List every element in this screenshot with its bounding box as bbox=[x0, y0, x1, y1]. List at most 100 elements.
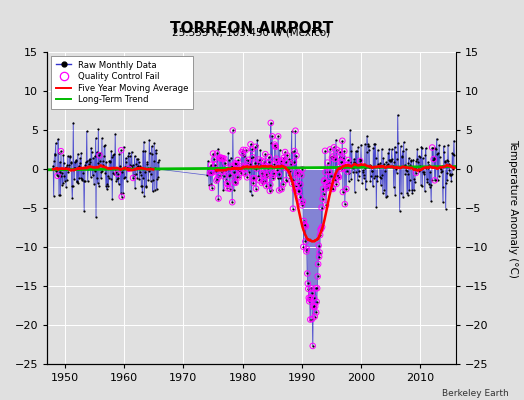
Point bbox=[304, 295, 313, 301]
Point bbox=[303, 270, 311, 277]
Point bbox=[215, 166, 224, 172]
Point bbox=[117, 147, 125, 154]
Point bbox=[124, 153, 132, 159]
Point bbox=[292, 152, 301, 159]
Point bbox=[211, 161, 219, 168]
Point bbox=[281, 158, 290, 165]
Point bbox=[68, 195, 77, 201]
Point bbox=[294, 180, 302, 186]
Point bbox=[288, 149, 297, 155]
Point bbox=[356, 157, 365, 164]
Point bbox=[55, 192, 63, 198]
Point bbox=[304, 286, 312, 292]
Point bbox=[335, 164, 344, 170]
Point bbox=[75, 160, 84, 167]
Point bbox=[155, 166, 163, 172]
Point bbox=[89, 155, 97, 161]
Point bbox=[73, 177, 81, 184]
Point bbox=[270, 161, 278, 168]
Point bbox=[389, 184, 398, 191]
Point bbox=[373, 178, 381, 184]
Point bbox=[322, 182, 331, 188]
Point bbox=[381, 194, 390, 200]
Point bbox=[320, 191, 328, 197]
Point bbox=[443, 176, 451, 183]
Point bbox=[88, 166, 96, 172]
Point bbox=[314, 261, 322, 267]
Point bbox=[155, 157, 163, 163]
Point bbox=[96, 158, 105, 165]
Point bbox=[362, 148, 370, 155]
Point bbox=[447, 172, 455, 178]
Point bbox=[311, 285, 320, 292]
Point bbox=[251, 160, 259, 167]
Point bbox=[298, 166, 307, 172]
Point bbox=[259, 172, 267, 178]
Point bbox=[265, 154, 273, 160]
Point bbox=[269, 172, 277, 178]
Point bbox=[117, 194, 126, 200]
Point bbox=[151, 147, 160, 153]
Point bbox=[250, 165, 258, 171]
Point bbox=[243, 174, 252, 180]
Point bbox=[316, 232, 324, 238]
Point bbox=[69, 119, 78, 126]
Point bbox=[235, 166, 243, 173]
Point bbox=[248, 146, 256, 152]
Point bbox=[405, 155, 413, 161]
Point bbox=[254, 160, 262, 166]
Point bbox=[52, 168, 60, 174]
Point bbox=[269, 170, 278, 176]
Point bbox=[307, 294, 315, 301]
Point bbox=[313, 285, 321, 292]
Point bbox=[78, 177, 86, 184]
Point bbox=[226, 172, 234, 178]
Point bbox=[311, 303, 320, 310]
Point bbox=[107, 176, 115, 182]
Point bbox=[268, 133, 277, 140]
Point bbox=[290, 159, 298, 165]
Point bbox=[310, 295, 319, 302]
Point bbox=[234, 157, 242, 163]
Point bbox=[333, 171, 342, 178]
Point bbox=[90, 165, 98, 172]
Point bbox=[90, 153, 99, 160]
Point bbox=[77, 150, 85, 156]
Point bbox=[386, 157, 395, 163]
Point bbox=[50, 158, 58, 164]
Point bbox=[372, 154, 380, 161]
Point bbox=[387, 158, 395, 164]
Point bbox=[418, 145, 426, 152]
Point bbox=[122, 158, 130, 165]
Point bbox=[127, 148, 136, 155]
Point bbox=[290, 148, 299, 154]
Point bbox=[438, 167, 446, 174]
Point bbox=[290, 148, 299, 154]
Point bbox=[227, 163, 236, 169]
Point bbox=[231, 160, 239, 166]
Point bbox=[101, 142, 109, 148]
Point bbox=[54, 136, 62, 142]
Point bbox=[360, 172, 368, 178]
Point bbox=[368, 168, 376, 174]
Point bbox=[399, 194, 407, 200]
Point bbox=[387, 157, 396, 163]
Point bbox=[271, 143, 279, 150]
Point bbox=[209, 169, 217, 176]
Point bbox=[252, 144, 260, 150]
Point bbox=[102, 158, 111, 165]
Point bbox=[430, 154, 439, 161]
Point bbox=[342, 186, 351, 192]
Point bbox=[384, 161, 392, 167]
Point bbox=[224, 181, 232, 188]
Point bbox=[352, 148, 360, 154]
Point bbox=[344, 162, 352, 168]
Point bbox=[146, 150, 154, 156]
Point bbox=[334, 174, 342, 180]
Point bbox=[260, 162, 268, 169]
Point bbox=[331, 177, 340, 184]
Point bbox=[210, 156, 218, 163]
Point bbox=[296, 194, 304, 200]
Point bbox=[241, 166, 249, 172]
Point bbox=[239, 164, 248, 170]
